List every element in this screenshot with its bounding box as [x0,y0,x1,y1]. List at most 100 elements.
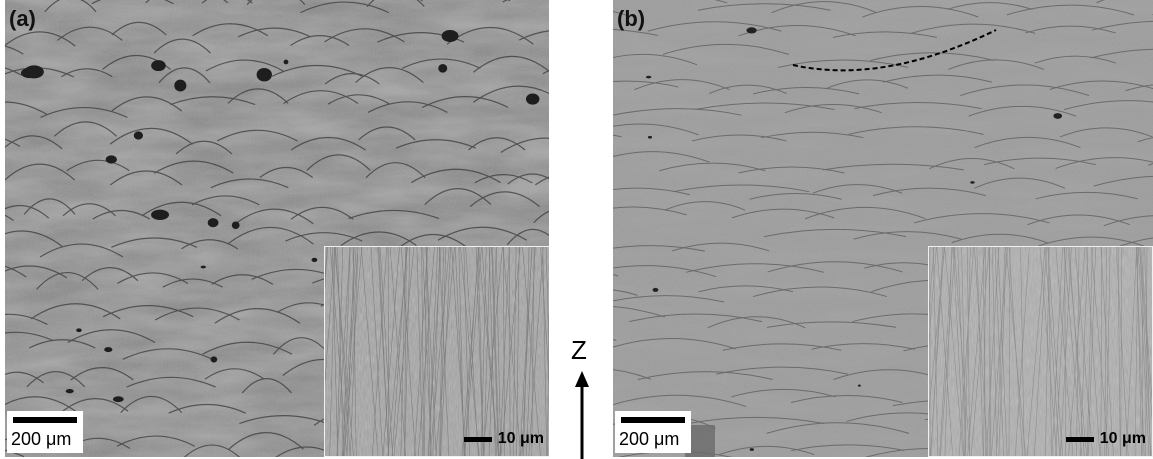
inset-micrograph-a: 10 μm [324,246,549,457]
pore [283,59,289,65]
melt-pool-arc [708,84,787,95]
melt-pool-arc [929,158,1015,170]
dendrite-line [1063,247,1083,456]
melt-pool-arc [122,348,213,360]
inset-scale-line-a [463,436,492,442]
melt-pool-arc [472,85,549,103]
pore [749,448,754,451]
micrograph-panel-b: (b) 200 μm 10 μm [613,0,1153,457]
panel-label-b: (b) [617,6,646,31]
dendrite-line [1014,247,1030,456]
melt-pool-arc [120,396,183,414]
dendrite-line [341,247,357,456]
melt-pool-arc [154,307,240,321]
melt-pool-arc [870,52,995,61]
dendrite-line [463,247,470,456]
melt-pool-arc [410,168,501,184]
pore [105,155,117,164]
dendrite-line [337,247,344,456]
melt-pool-arc [715,366,848,375]
dendrite-line [974,247,989,456]
melt-pool-arc [421,96,509,109]
melt-pool-arc [5,230,63,247]
melt-pool-arc [694,102,835,111]
dendrite-line [393,247,415,456]
melt-pool-arc [672,242,770,252]
panel-label-a: (a) [9,6,36,31]
melt-pool-arc [395,139,477,149]
inset-texture-b [929,247,1152,456]
melt-pool-arc [613,206,687,216]
melt-pool-arc [685,263,825,273]
dendrite-line [964,247,971,456]
dendrite-line [944,247,964,456]
pore [652,287,659,292]
melt-pool-arc [1063,100,1153,111]
melt-pool-arc [61,68,113,78]
dendrite-line [952,247,965,456]
melt-pool-arc [116,435,196,447]
melt-pool-arc [5,67,22,76]
melt-pool-arc [848,126,984,135]
melt-pool-arc [424,187,492,205]
dendrite-line [1137,247,1150,456]
dendrite-line [404,247,411,456]
dendrite-line [542,247,548,456]
melt-pool-arc [474,173,533,184]
melt-pool-arc [40,106,128,118]
melt-pool-arc [983,157,1096,166]
dendrite-line [1100,247,1114,456]
melt-pool-arc [613,108,742,116]
dendrite-line [1067,247,1087,456]
melt-pool-arc [761,131,864,139]
melt-pool-boundary-trace [792,29,997,72]
dendrite-line [1047,247,1063,456]
melt-pool-arc [1006,4,1135,16]
dendrite-line [371,247,388,456]
melt-pool-arc [767,261,903,273]
melt-pool-arc [634,79,730,91]
melt-pool-arc [507,173,549,185]
melt-pool-arc [822,163,964,171]
melt-pool-arc [722,343,842,351]
dendrite-line [432,247,441,456]
dendrite-line [1100,247,1103,456]
melt-pool-arc [26,371,86,388]
scale-bar-line-a [13,417,77,423]
melt-pool-arc [327,94,390,105]
melt-pool-arc [227,88,289,104]
melt-pool-arc [790,395,903,403]
pore [151,60,166,72]
melt-pool-arc [5,31,76,47]
melt-pool-arc [5,371,44,384]
dendrite-line [1120,247,1122,456]
melt-pool-arc [1137,137,1153,143]
dendrite-line [1145,247,1148,456]
dendrite-line [370,247,383,456]
dendrite-line [953,247,971,456]
pore [133,131,144,140]
melt-pool-arc [1034,55,1116,64]
dendrite-line [976,247,984,456]
melt-pool-arc [533,210,549,224]
dendrite-line [540,247,549,383]
dendrite-line [1074,247,1094,456]
melt-pool-arc [283,90,359,104]
dendrite-line [352,247,357,456]
dendrite-line [503,247,505,456]
dendrite-line [332,247,338,456]
inset-scale-bar-b: 10 μm [1065,430,1146,448]
melt-pool-arc [290,35,350,47]
dendrite-line [1076,247,1080,456]
melt-pool-arc [290,136,366,151]
dendrite-line [1068,247,1086,456]
dendrite-line [422,247,432,456]
melt-pool-arc [731,208,835,219]
dendrite-line [342,247,351,456]
dendrite-line [1104,247,1107,456]
melt-pool-arc [812,184,903,194]
melt-pool-arc [1117,237,1153,248]
dendrite-line [465,247,479,456]
melt-pool-arc [500,137,549,154]
pore [112,396,124,403]
